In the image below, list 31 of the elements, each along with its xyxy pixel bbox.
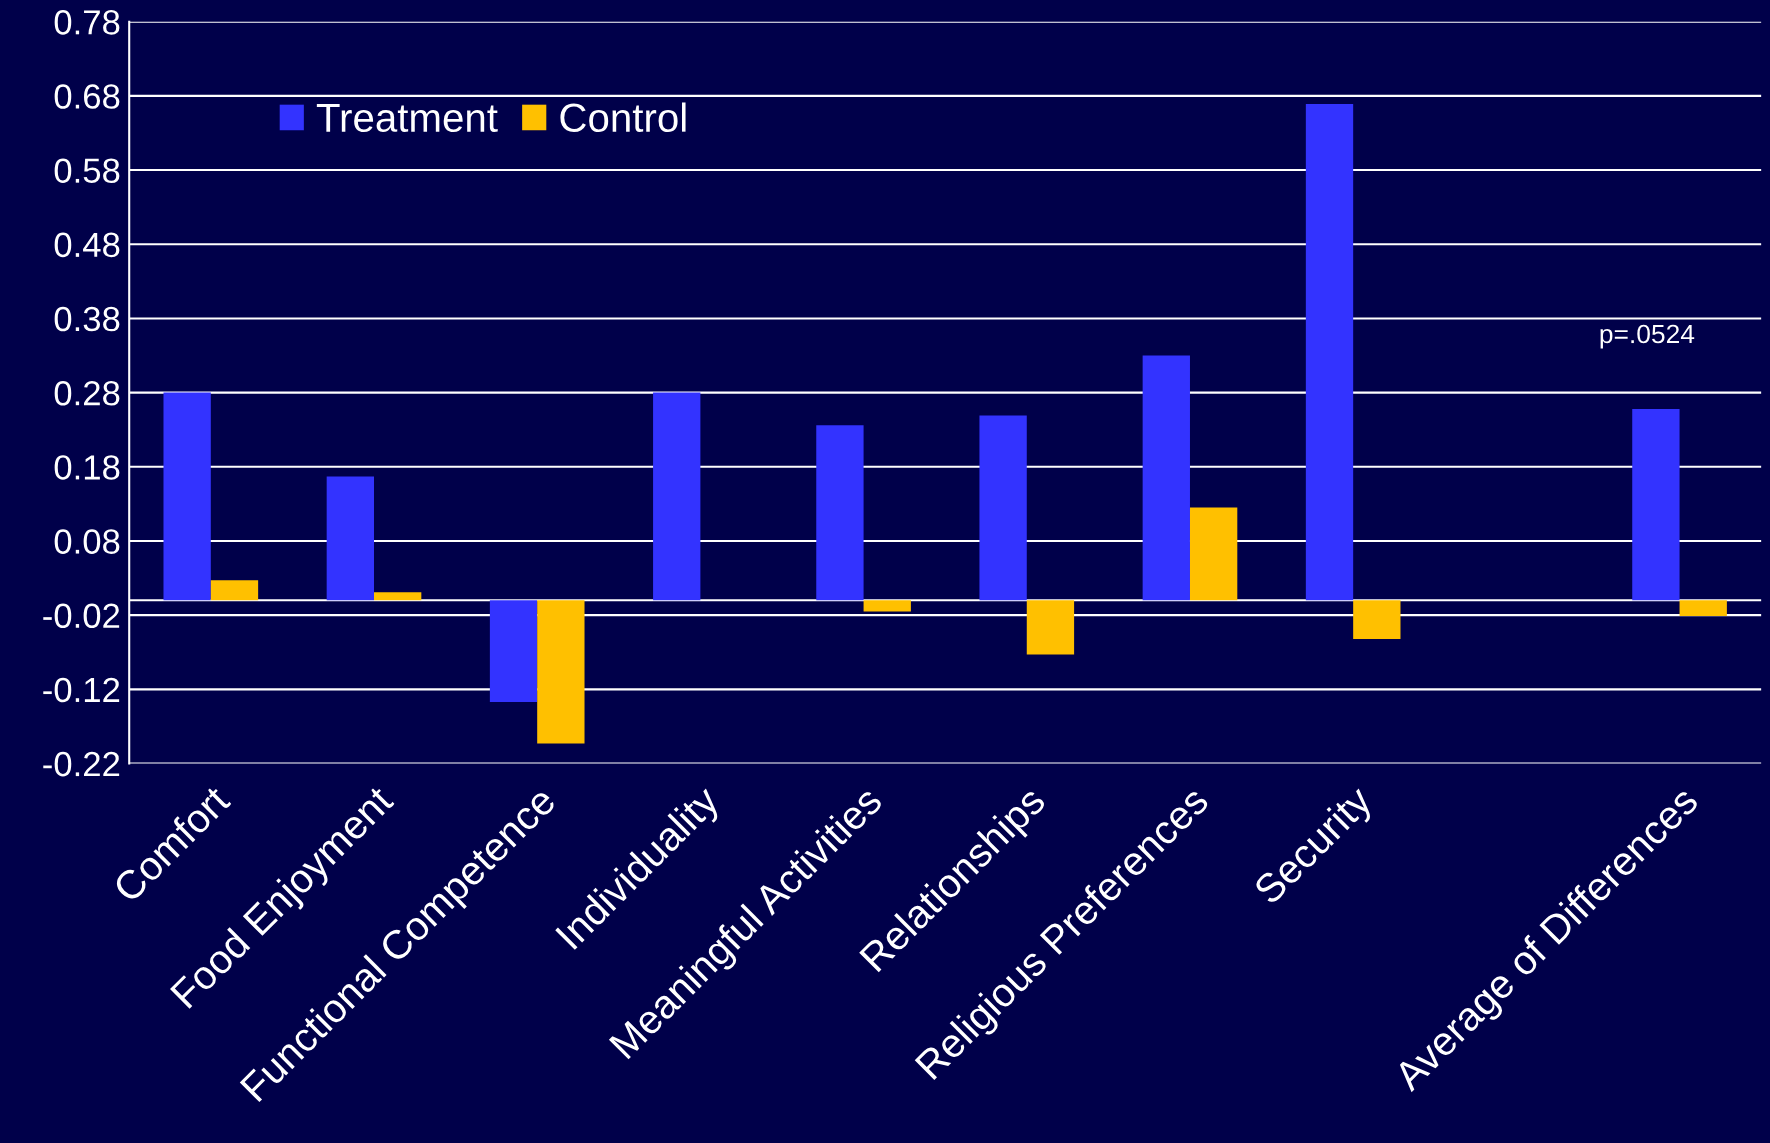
- bar: [1026, 600, 1075, 655]
- y-tick-label: 0.68: [54, 84, 120, 109]
- y-tick-label: 0.38: [54, 306, 120, 332]
- bar: [163, 392, 211, 601]
- y-tick-label: -0.12: [43, 677, 120, 703]
- bar: [537, 600, 585, 744]
- y-tick-label: 0.78: [54, 10, 120, 35]
- y-tick-label: 0.48: [54, 232, 120, 258]
- bar: [653, 392, 701, 601]
- y-tick-label: -0.22: [43, 751, 120, 777]
- y-tick-label: -0.02: [43, 603, 120, 629]
- bar: [210, 580, 259, 601]
- y-tick-label: 0.08: [54, 529, 120, 554]
- bar: [489, 600, 538, 702]
- bar: [326, 476, 374, 601]
- legend-label: Treatment: [316, 103, 498, 133]
- bar: [1679, 600, 1727, 616]
- bar: [1142, 355, 1190, 601]
- annotation: p=.0524: [1600, 324, 1695, 349]
- bar: [374, 592, 422, 601]
- bar: [816, 425, 864, 601]
- y-tick-label: 0.58: [54, 158, 120, 183]
- bar: [1353, 600, 1401, 639]
- legend-label: Control: [560, 102, 686, 133]
- bar: [979, 415, 1027, 601]
- y-tick-label: 0.28: [54, 380, 120, 406]
- bar: [1632, 408, 1680, 601]
- bar: [1189, 507, 1238, 601]
- y-tick-label: 0.18: [54, 455, 120, 480]
- bar: [863, 600, 911, 612]
- bar: [1305, 104, 1354, 601]
